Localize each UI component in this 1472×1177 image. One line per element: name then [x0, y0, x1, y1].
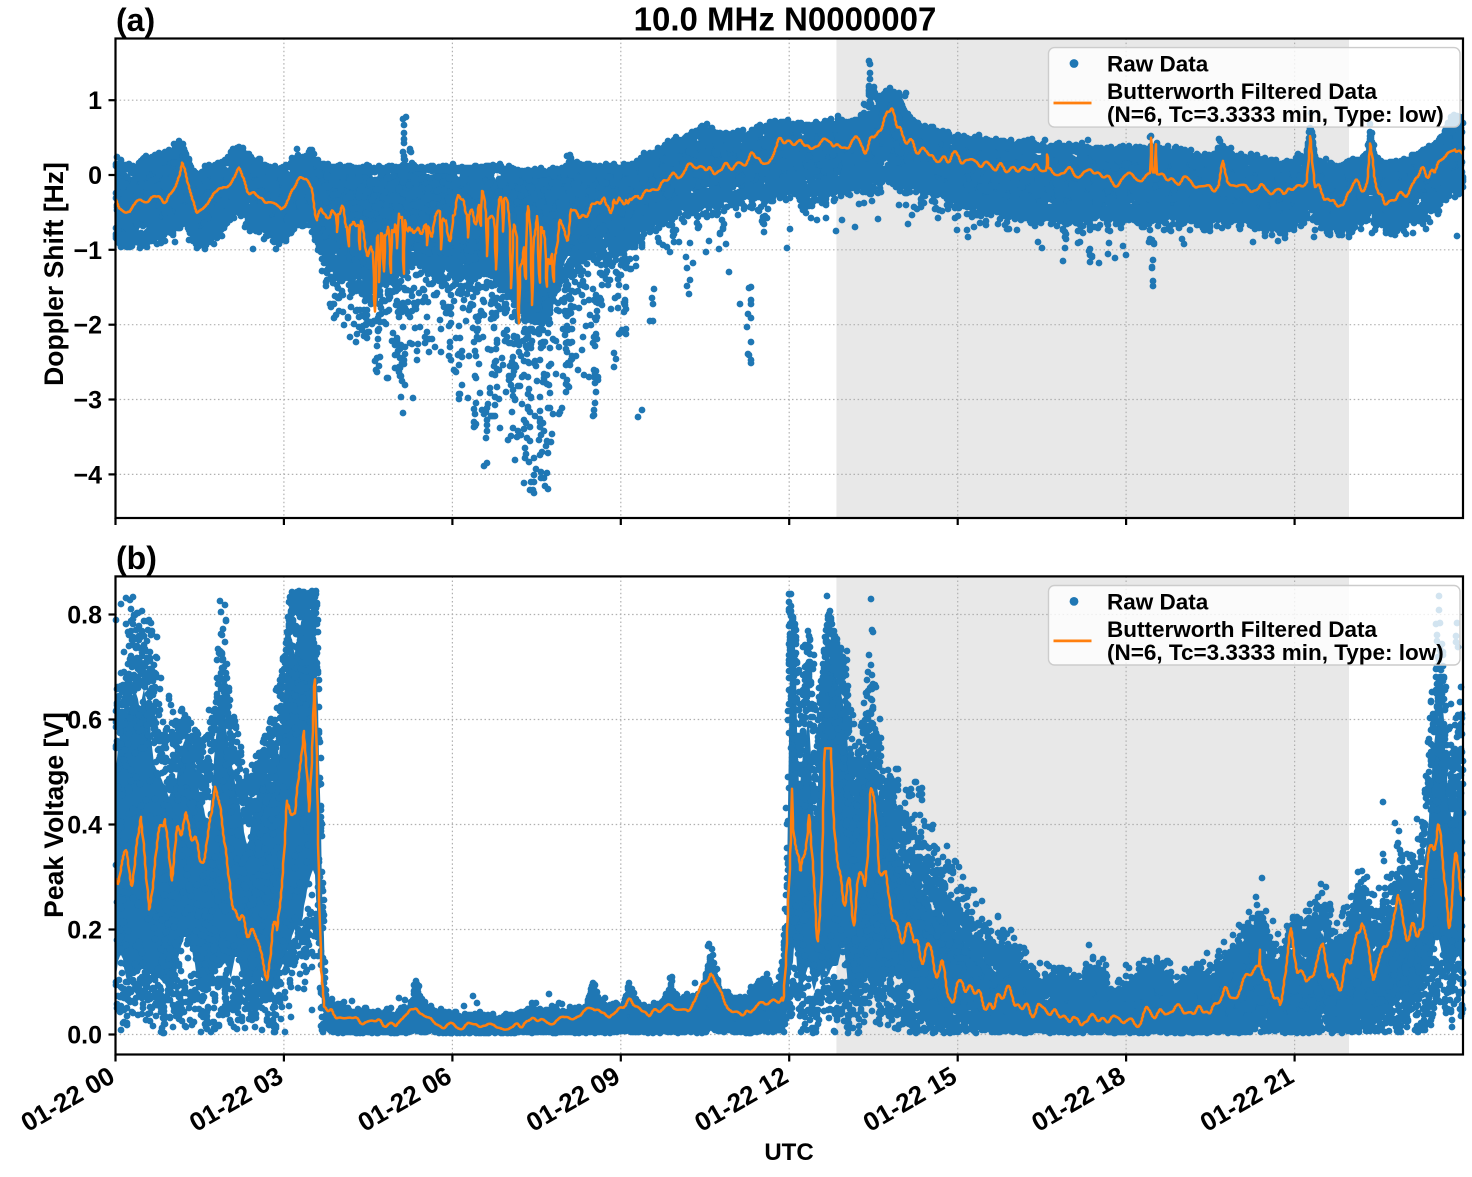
svg-text:0.0: 0.0	[67, 1022, 102, 1050]
svg-text:Butterworth Filtered Data: Butterworth Filtered Data	[1107, 617, 1378, 642]
svg-text:10.0 MHz N0000007: 10.0 MHz N0000007	[634, 1, 937, 38]
svg-text:1: 1	[88, 87, 102, 115]
svg-text:0.4: 0.4	[67, 812, 102, 840]
svg-text:−3: −3	[73, 387, 102, 415]
svg-text:Raw Data: Raw Data	[1107, 52, 1209, 77]
svg-text:Raw Data: Raw Data	[1107, 589, 1209, 614]
svg-text:(a): (a)	[116, 2, 155, 38]
svg-text:−2: −2	[73, 312, 102, 340]
svg-text:(b): (b)	[116, 540, 157, 576]
svg-text:0.8: 0.8	[67, 602, 102, 630]
svg-text:UTC: UTC	[764, 1139, 813, 1166]
svg-text:Butterworth Filtered Data: Butterworth Filtered Data	[1107, 79, 1378, 104]
svg-text:(N=6, Tc=3.3333 min, Type: low: (N=6, Tc=3.3333 min, Type: low)	[1107, 640, 1444, 665]
svg-text:−1: −1	[73, 237, 102, 265]
svg-text:(N=6, Tc=3.3333 min, Type: low: (N=6, Tc=3.3333 min, Type: low)	[1107, 102, 1444, 127]
svg-text:−4: −4	[73, 461, 102, 489]
svg-text:0: 0	[88, 162, 102, 190]
svg-text:0.6: 0.6	[67, 707, 102, 735]
svg-text:Peak Voltage [V]: Peak Voltage [V]	[39, 712, 69, 918]
svg-text:0.2: 0.2	[67, 917, 102, 945]
svg-text:Doppler Shift [Hz]: Doppler Shift [Hz]	[39, 162, 69, 386]
